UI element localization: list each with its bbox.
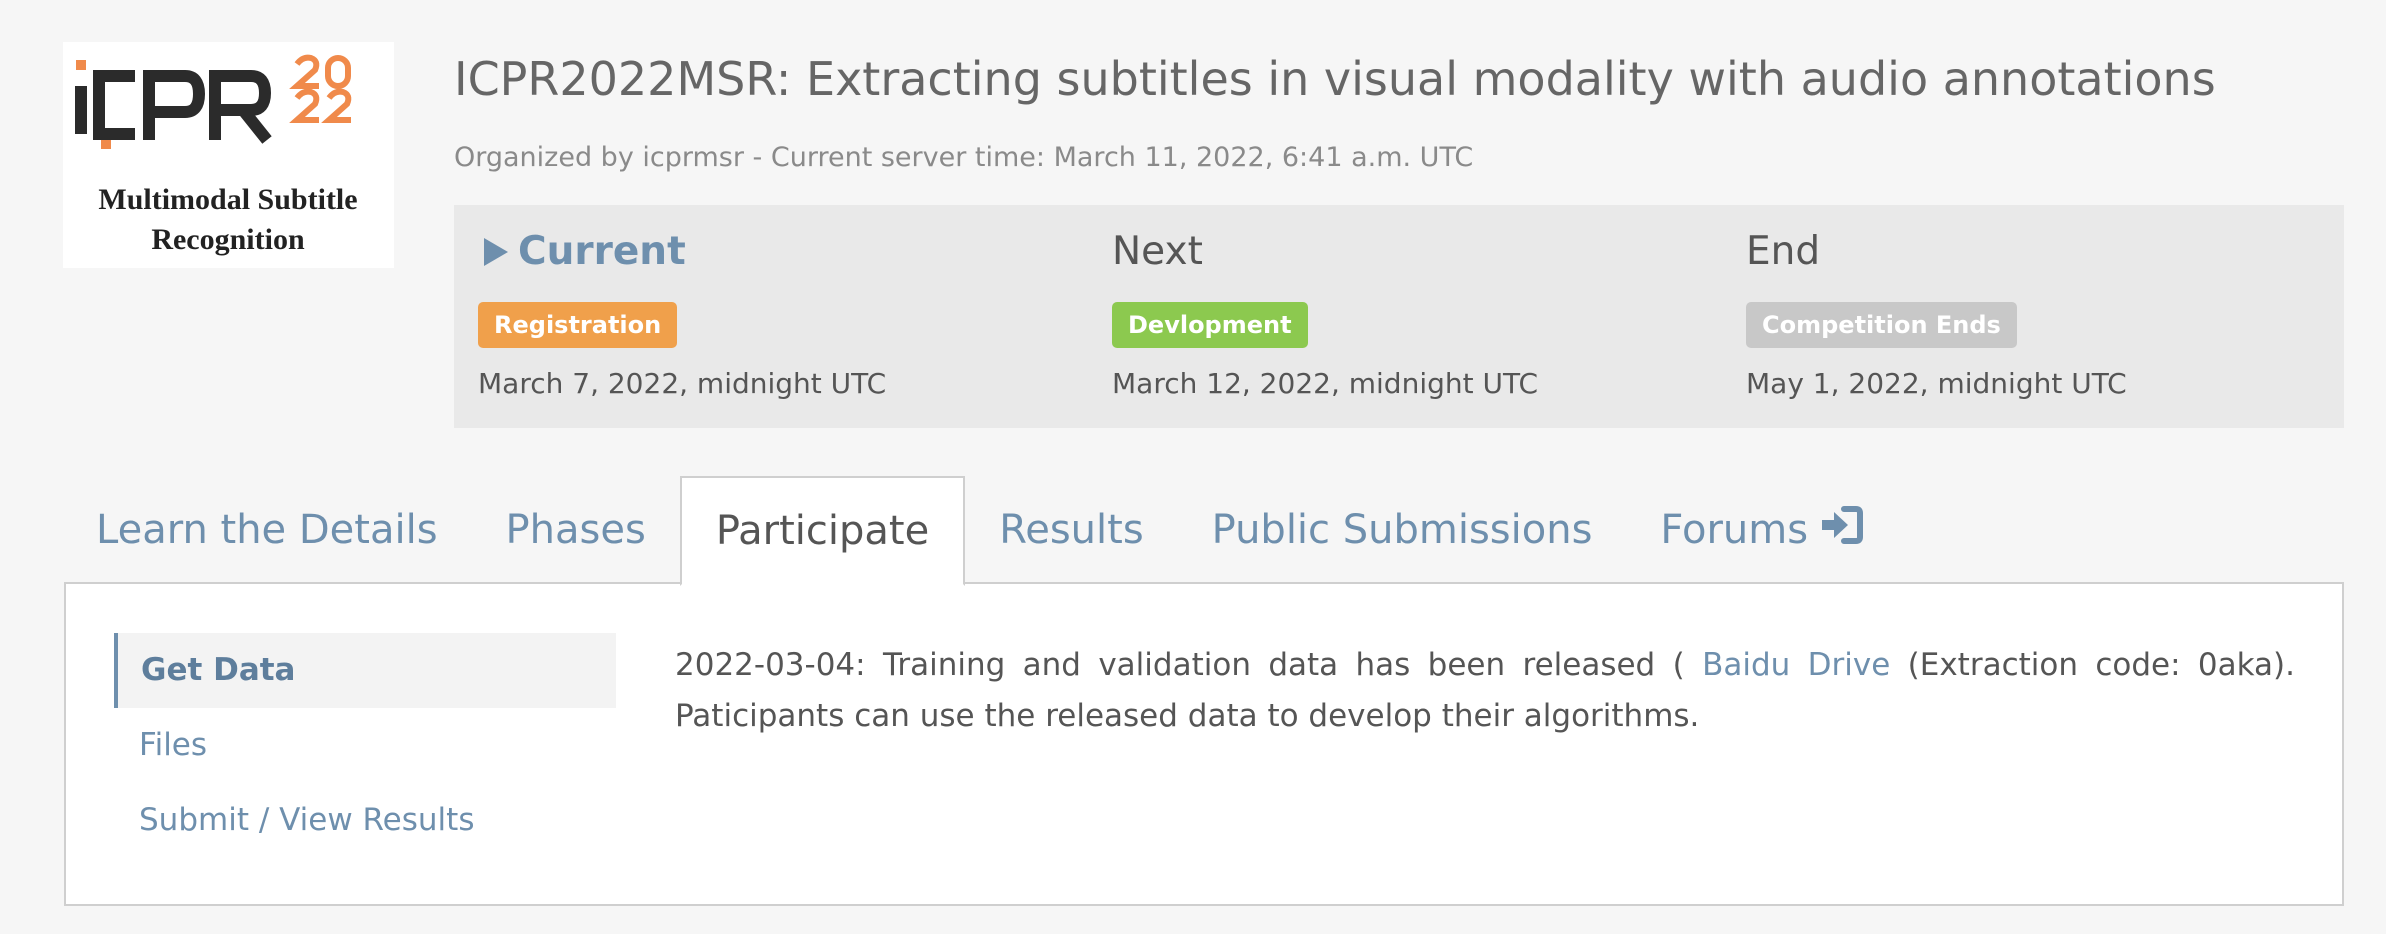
phase-badge-development: Devlopment [1112,302,1308,348]
baidu-drive-link[interactable]: Baidu Drive [1702,647,1891,683]
tab-learn-the-details[interactable]: Learn the Details [96,507,438,553]
play-icon [484,237,508,266]
logo-caption-line2: Recognition [151,223,305,256]
side-nav-get-data[interactable]: Get Data [114,633,616,708]
participate-side-nav: Get Data Files Submit / View Results [114,633,616,858]
content-text-before: 2022-03-04: Training and validation data… [675,647,1703,683]
page-title: ICPR2022MSR: Extracting subtitles in vis… [454,52,2216,106]
competition-tabs: Learn the Details Phases Participate Res… [64,476,1898,586]
phase-timeline: Current Registration March 7, 2022, midn… [454,205,2344,428]
competition-logo: Multimodal Subtitle Recognition [63,42,394,268]
content-text-after: (Extraction code: 0aka). Paticipants can… [675,647,2296,734]
sign-in-icon [1818,505,1864,555]
phase-current-date: March 7, 2022, midnight UTC [478,367,887,400]
icpr-logo-icon: Multimodal Subtitle Recognition [75,54,358,256]
tab-participate[interactable]: Participate [679,476,966,586]
participate-panel: Get Data Files Submit / View Results 202… [64,582,2344,906]
tab-public-submissions[interactable]: Public Submissions [1211,507,1593,553]
phase-current-label: Current [518,229,686,274]
phase-current-heading: Current [478,229,686,274]
get-data-content: 2022-03-04: Training and validation data… [675,640,2295,742]
tab-phases[interactable]: Phases [505,507,646,553]
tab-forums-label: Forums [1660,507,1809,553]
phase-next-date: March 12, 2022, midnight UTC [1112,367,1539,400]
phase-end-heading: End [1746,229,1821,274]
phase-badge-registration: Registration [478,302,678,348]
tab-results[interactable]: Results [999,507,1144,553]
side-nav-files[interactable]: Files [139,727,208,763]
tab-forums[interactable]: Forums [1626,476,1898,584]
year-mark [289,54,352,123]
phase-next-heading: Next [1112,229,1203,274]
logo-caption-line1: Multimodal Subtitle [98,183,357,216]
organizer-line: Organized by icprmsr - Current server ti… [454,142,1474,173]
phase-end-date: May 1, 2022, midnight UTC [1746,367,2127,400]
side-nav-submit-view-results[interactable]: Submit / View Results [139,802,475,838]
phase-badge-competition-ends: Competition Ends [1746,302,2017,348]
